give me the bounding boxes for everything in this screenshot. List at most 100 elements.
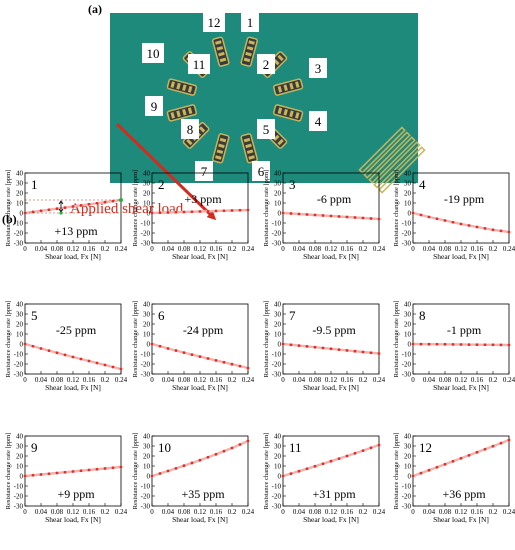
data-point bbox=[443, 219, 447, 222]
y-tick-label: -20 bbox=[14, 230, 24, 238]
sensor-7 bbox=[212, 133, 230, 164]
x-tick-label: 0.08 bbox=[178, 376, 191, 384]
data-point bbox=[329, 214, 333, 218]
start-marker bbox=[59, 211, 63, 215]
data-point bbox=[435, 342, 439, 346]
data-point bbox=[459, 222, 463, 226]
x-tick-label: 0.12 bbox=[455, 508, 468, 516]
data-point bbox=[230, 362, 234, 366]
data-point bbox=[198, 458, 202, 462]
data-point bbox=[451, 220, 455, 224]
x-tick-label: 0 bbox=[23, 508, 27, 516]
data-point bbox=[190, 461, 194, 465]
x-tick-label: 0 bbox=[281, 376, 285, 384]
y-tick-label: 20 bbox=[143, 453, 151, 461]
data-point bbox=[23, 474, 27, 478]
y-tick-label: 20 bbox=[16, 190, 24, 198]
x-tick-label: 0.12 bbox=[67, 508, 80, 516]
data-point bbox=[305, 345, 309, 348]
x-tick-label: 0.24 bbox=[242, 376, 255, 384]
x-tick-label: 0.08 bbox=[309, 376, 322, 384]
y-tick-label: -10 bbox=[402, 351, 412, 359]
x-tick-label: 0.2 bbox=[489, 508, 498, 516]
data-point bbox=[321, 346, 325, 350]
data-point bbox=[345, 349, 349, 352]
data-point bbox=[87, 202, 91, 206]
y-tick-label: 40 bbox=[274, 433, 282, 441]
data-point bbox=[119, 465, 123, 469]
data-point bbox=[337, 457, 341, 460]
sensor-label-box bbox=[257, 119, 275, 139]
data-point bbox=[103, 200, 107, 204]
plot-frame bbox=[412, 172, 510, 244]
chart-number: 6 bbox=[158, 308, 165, 323]
sensor-1 bbox=[240, 36, 258, 67]
sensor-label-box bbox=[309, 111, 327, 131]
data-point bbox=[190, 210, 194, 214]
x-tick-label: 0.16 bbox=[83, 508, 96, 516]
y-tick-label: -30 bbox=[14, 503, 24, 511]
y-tick-label: 20 bbox=[404, 190, 412, 198]
data-point bbox=[238, 208, 242, 212]
x-tick-label: 0 bbox=[281, 245, 285, 253]
x-axis-label: Shear load, Fx [N] bbox=[433, 515, 489, 524]
data-point bbox=[443, 342, 447, 346]
y-tick-label: -20 bbox=[402, 361, 412, 369]
y-tick-label: 10 bbox=[404, 331, 412, 339]
x-tick-label: 0.24 bbox=[373, 245, 386, 253]
y-tick-label: 10 bbox=[274, 463, 282, 471]
data-point bbox=[435, 217, 439, 221]
y-tick-label: -10 bbox=[402, 220, 412, 228]
y-tick-label: -30 bbox=[272, 371, 282, 379]
data-point bbox=[281, 211, 285, 215]
data-point bbox=[198, 355, 202, 358]
x-tick-label: 0.04 bbox=[423, 376, 436, 384]
x-tick-label: 0.24 bbox=[242, 508, 255, 516]
data-point bbox=[507, 343, 511, 347]
data-point bbox=[297, 212, 301, 216]
data-point bbox=[39, 347, 43, 350]
data-point bbox=[95, 201, 99, 205]
y-tick-label: 40 bbox=[143, 170, 151, 178]
x-tick-label: 0.12 bbox=[455, 376, 468, 384]
x-tick-label: 0.08 bbox=[51, 245, 64, 253]
y-tick-label: 10 bbox=[143, 200, 151, 208]
data-point bbox=[377, 217, 381, 221]
x-tick-label: 0.12 bbox=[325, 508, 338, 516]
data-point bbox=[281, 342, 285, 346]
data-point bbox=[459, 456, 463, 460]
y-tick-label: 30 bbox=[143, 180, 151, 188]
y-tick-label: -20 bbox=[141, 493, 151, 501]
x-tick-label: 0.12 bbox=[194, 508, 207, 516]
meander-trace bbox=[358, 126, 406, 174]
sensor-label-10: 10 bbox=[147, 46, 160, 61]
chart-number: 4 bbox=[419, 177, 426, 192]
y-tick-label: 10 bbox=[274, 200, 282, 208]
x-axis-label: Shear load, Fx [N] bbox=[303, 252, 359, 261]
data-point bbox=[214, 452, 218, 456]
data-point bbox=[158, 211, 162, 215]
data-point bbox=[39, 473, 43, 476]
y-tick-label: -20 bbox=[272, 361, 282, 369]
data-point bbox=[361, 216, 365, 220]
data-point bbox=[222, 360, 226, 364]
chart-number: 2 bbox=[158, 177, 165, 192]
data-point bbox=[507, 438, 511, 442]
x-tick-label: 0 bbox=[281, 508, 285, 516]
data-point bbox=[103, 467, 107, 470]
y-tick-label: 20 bbox=[143, 321, 151, 329]
y-tick-label: -10 bbox=[141, 483, 151, 491]
plot-frame bbox=[412, 303, 510, 375]
data-point bbox=[411, 342, 415, 346]
y-tick-label: -30 bbox=[402, 240, 412, 248]
y-tick-label: 30 bbox=[16, 180, 24, 188]
plot-frame bbox=[282, 303, 380, 375]
y-axis-label: Resistance change rate [ppm] bbox=[132, 301, 139, 378]
data-point bbox=[289, 343, 293, 347]
y-axis-label: Resistance change rate [ppm] bbox=[393, 301, 400, 378]
end-marker bbox=[119, 198, 123, 202]
x-tick-label: 0.2 bbox=[489, 376, 498, 384]
y-tick-label: 0 bbox=[20, 341, 24, 349]
